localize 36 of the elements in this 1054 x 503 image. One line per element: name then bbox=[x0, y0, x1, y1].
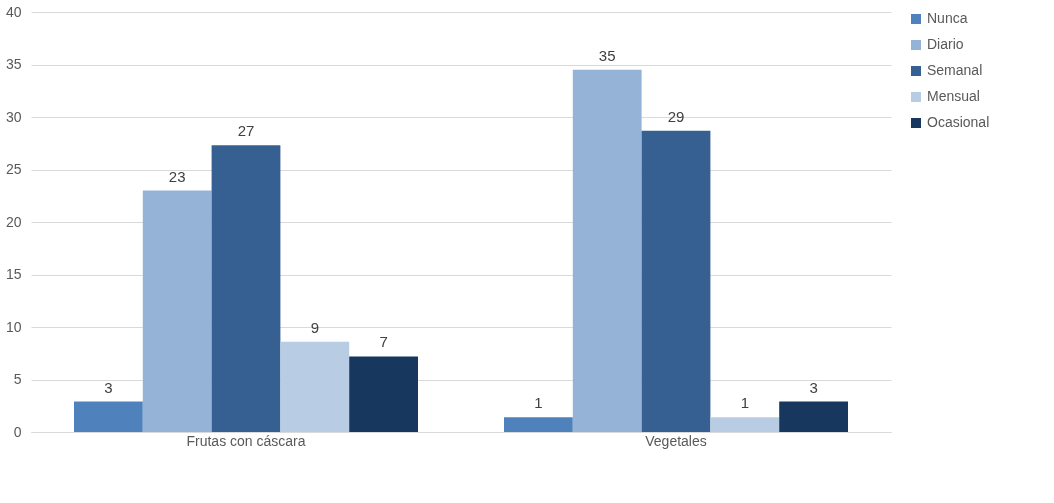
data-label: 9 bbox=[310, 318, 319, 336]
y-tick-label: 30 bbox=[5, 108, 22, 125]
data-label: 35 bbox=[598, 46, 616, 64]
data-label: 3 bbox=[809, 378, 818, 396]
data-label: 23 bbox=[168, 167, 186, 185]
data-label: 7 bbox=[379, 333, 388, 351]
legend-label: Semanal bbox=[927, 62, 983, 78]
x-tick-label: Frutas con cáscara bbox=[186, 432, 306, 449]
legend-label: Ocasional bbox=[927, 114, 990, 130]
bar bbox=[142, 190, 212, 432]
y-tick-label: 15 bbox=[5, 266, 22, 282]
bar bbox=[572, 69, 642, 432]
bar bbox=[349, 356, 418, 432]
bar bbox=[779, 401, 848, 432]
data-label: 27 bbox=[237, 122, 255, 140]
x-tick-label: Vegetales bbox=[645, 432, 707, 449]
legend-label: Mensual bbox=[927, 88, 980, 104]
legend-label: Nunca bbox=[927, 10, 968, 26]
bar bbox=[710, 417, 780, 432]
data-label: 1 bbox=[534, 394, 543, 412]
bar bbox=[280, 341, 350, 432]
y-tick-label: 5 bbox=[13, 371, 22, 387]
bar bbox=[504, 417, 573, 432]
data-label: 1 bbox=[740, 394, 749, 412]
y-tick-label: 0 bbox=[13, 423, 22, 440]
y-tick-label: 35 bbox=[5, 56, 22, 72]
data-label: 29 bbox=[667, 107, 685, 125]
y-tick-label: 25 bbox=[5, 161, 22, 177]
y-tick-label: 40 bbox=[5, 3, 22, 20]
y-tick-label: 10 bbox=[5, 318, 22, 335]
y-tick-label: 20 bbox=[5, 213, 22, 230]
legend-label: Diario bbox=[927, 36, 964, 52]
data-label: 3 bbox=[104, 378, 113, 396]
bar bbox=[74, 401, 143, 432]
bar bbox=[641, 130, 711, 432]
bar bbox=[211, 145, 281, 432]
